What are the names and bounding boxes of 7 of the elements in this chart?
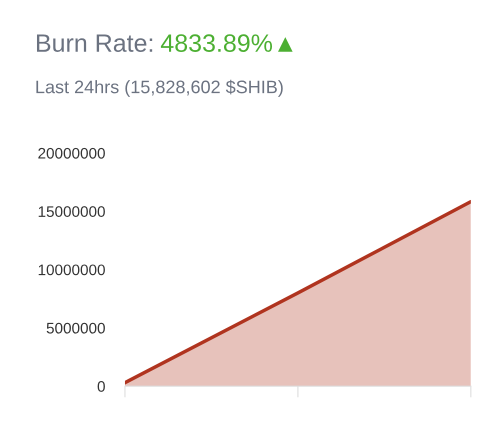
y-tick-label: 10000000 <box>38 264 105 276</box>
y-tick-label: 5000000 <box>46 322 105 334</box>
chart-subtitle: Last 24hrs (15,828,602 $SHIB) <box>36 80 283 97</box>
y-tick-label: 0 <box>98 381 105 392</box>
y-tick-label: 20000000 <box>38 148 105 159</box>
chart-title: Burn Rate: 4833.89%▲ <box>36 34 293 52</box>
y-tick-label: 15000000 <box>38 206 105 217</box>
